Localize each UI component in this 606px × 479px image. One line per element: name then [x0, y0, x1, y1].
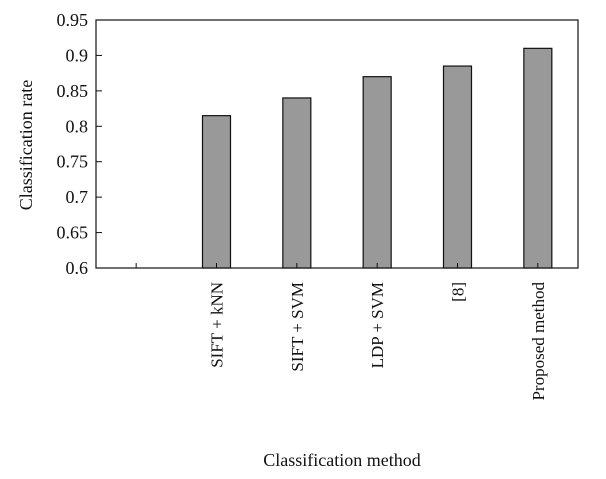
- bar: [282, 97, 312, 269]
- bars: [201, 47, 553, 269]
- bar: [201, 115, 232, 269]
- y-tick-label: 0.9: [66, 45, 89, 65]
- y-tick-label: 0.6: [66, 258, 89, 278]
- x-tick-label: SIFT + kNN: [208, 282, 227, 368]
- x-axis-category-labels: SIFT + kNN SIFT + SVM LDP + SVM [8] Proposed…: [135, 263, 548, 401]
- bar: [523, 47, 553, 269]
- bar: [362, 76, 392, 269]
- y-tick-label: 0.65: [57, 223, 89, 243]
- y-axis-title: Classification rate: [16, 80, 36, 210]
- y-axis-ticks: 0.6 0.65 0.7 0.75 0.8 0.85 0.9 0.95: [57, 10, 102, 278]
- x-tick-label: LDP + SVM: [368, 282, 387, 368]
- x-tick-label: [8]: [449, 282, 468, 302]
- y-tick-label: 0.7: [66, 187, 89, 207]
- plot-frame: [95, 19, 579, 269]
- y-tick-label: 0.75: [57, 152, 89, 172]
- bar: [442, 65, 473, 269]
- x-tick-label: Proposed method: [529, 282, 548, 401]
- x-axis-title: Classification method: [263, 450, 420, 470]
- y-tick-label: 0.95: [57, 10, 89, 30]
- plot-area: 0.60.650.70.750.80.850.90.95 SIFT + kNN S…: [57, 10, 579, 401]
- y-tick-label: 0.85: [57, 81, 89, 101]
- y-tick-label: 0.8: [66, 116, 89, 136]
- x-tick-label: SIFT + SVM: [288, 282, 307, 372]
